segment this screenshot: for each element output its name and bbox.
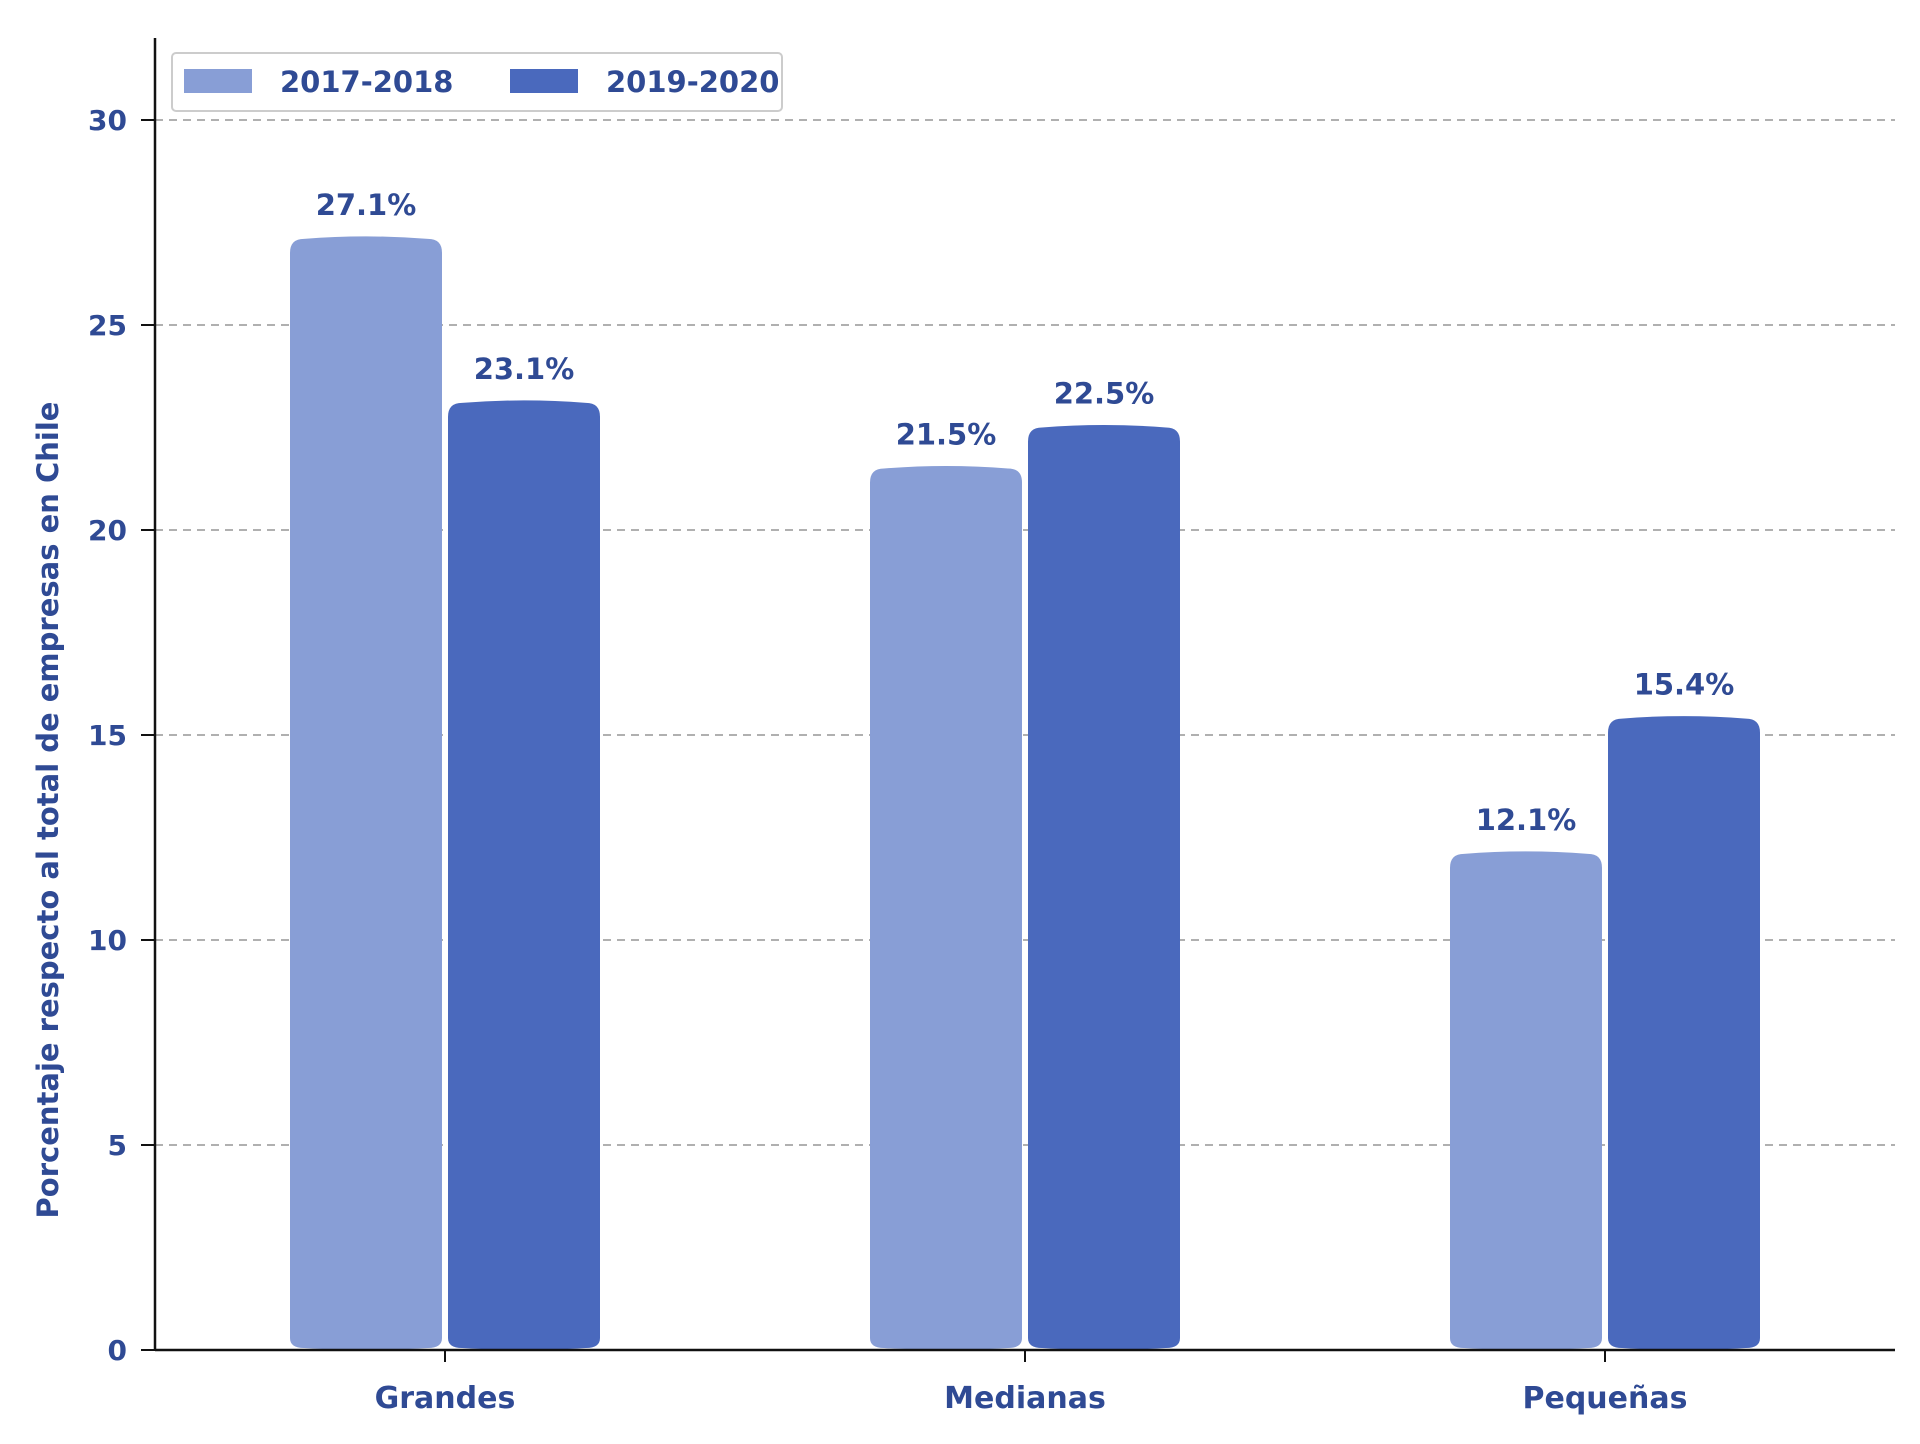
data-labels: 27.1% 23.1% 21.5% 22.5% 12.1% 15.4%	[316, 188, 1735, 837]
y-tick-label: 5	[108, 1129, 127, 1162]
y-tick-label: 30	[88, 104, 127, 137]
y-tick-label: 15	[88, 719, 127, 752]
gridlines	[155, 119, 1895, 1146]
bar	[1608, 716, 1760, 1350]
x-tick-label: Grandes	[375, 1381, 516, 1416]
bar-value-label: 22.5%	[1054, 377, 1155, 411]
legend-swatch	[510, 69, 578, 93]
bar-value-label: 21.5%	[896, 418, 997, 452]
bar-value-label: 23.1%	[474, 352, 575, 386]
bar-value-label: 12.1%	[1476, 803, 1577, 837]
y-tick-label: 0	[108, 1334, 127, 1367]
x-tick-label: Medianas	[944, 1381, 1106, 1416]
y-tick-label: 10	[88, 924, 127, 957]
bar	[448, 400, 600, 1350]
legend-box	[171, 52, 783, 112]
y-axis-label: Porcentaje respecto al total de empresas…	[31, 402, 65, 1219]
x-tick-label: Pequeñas	[1523, 1381, 1688, 1416]
legend-label: 2019-2020	[606, 65, 779, 99]
bar	[1450, 851, 1602, 1350]
bar-value-label: 27.1%	[316, 188, 417, 222]
bar	[290, 236, 442, 1350]
legend-swatch	[184, 69, 252, 93]
bar	[870, 466, 1022, 1350]
legend: 2017-2018 2019-2020	[171, 52, 783, 112]
legend-label: 2017-2018	[280, 65, 453, 99]
y-tick-label: 25	[88, 309, 127, 342]
axes: 0 5 10 15 20 25 30 Grandes Medianas Pequeñas	[88, 38, 1895, 1416]
bar-value-label: 15.4%	[1634, 668, 1735, 702]
y-tick-label: 20	[88, 514, 127, 547]
bars	[290, 236, 1760, 1350]
bar	[1028, 425, 1180, 1350]
